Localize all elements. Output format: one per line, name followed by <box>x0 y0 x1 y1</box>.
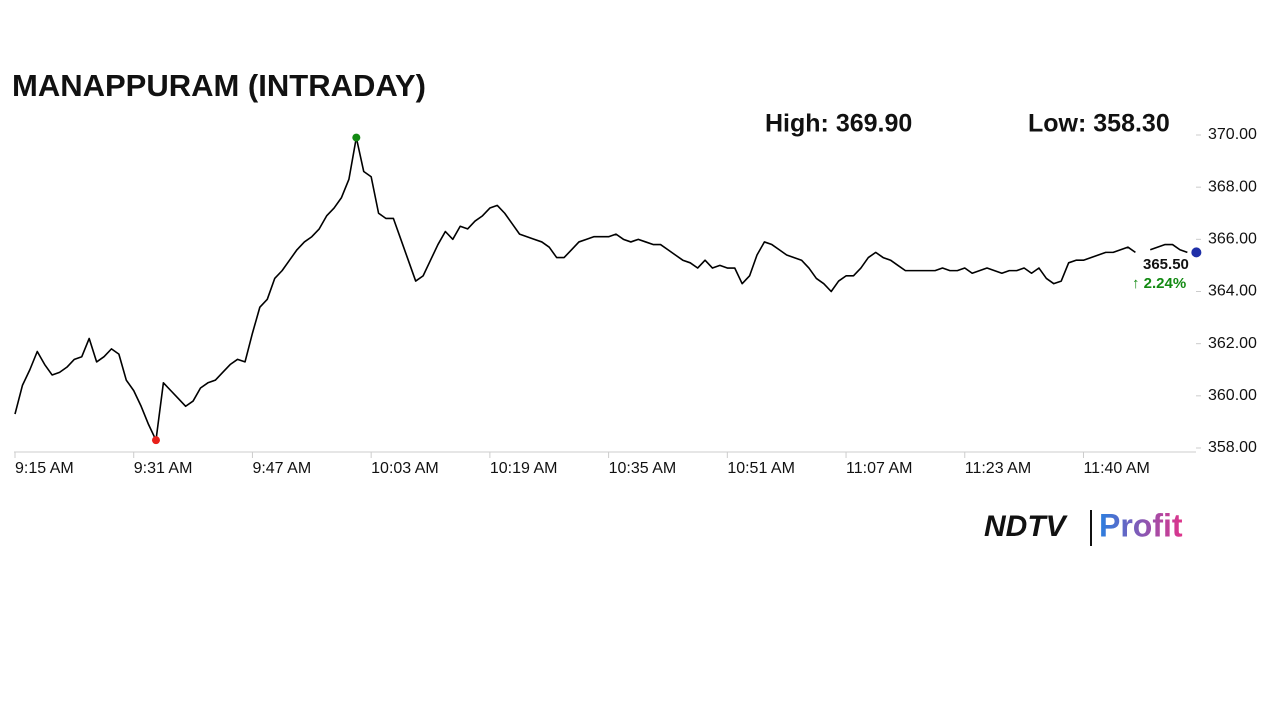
x-tick-label: 9:15 AM <box>15 460 74 477</box>
chart-title: MANAPPURAM (INTRADAY) <box>12 68 426 103</box>
x-tick-label: 11:40 AM <box>1083 460 1149 477</box>
x-tick-label: 10:03 AM <box>371 460 439 477</box>
high-marker <box>352 133 361 142</box>
last-label: 365.50 <box>1143 256 1189 273</box>
x-tick-label: 11:23 AM <box>965 460 1031 477</box>
y-tick-label: 360.00 <box>1208 387 1257 404</box>
y-tick-label: 368.00 <box>1208 178 1257 195</box>
x-tick-label: 11:07 AM <box>846 460 912 477</box>
y-tick-label: 362.00 <box>1208 335 1257 352</box>
x-tick-label: 9:47 AM <box>252 460 311 477</box>
y-tick-label: 366.00 <box>1208 231 1257 248</box>
x-tick-label: 10:51 AM <box>727 460 795 477</box>
x-tick-label: 10:35 AM <box>609 460 677 477</box>
low-label: Low: 358.30 <box>1028 110 1170 138</box>
low-marker <box>151 436 160 445</box>
high-label: High: 369.90 <box>765 110 912 138</box>
y-tick-label: 364.00 <box>1208 283 1257 300</box>
last-marker <box>1191 247 1202 258</box>
y-tick-label: 358.00 <box>1208 439 1257 456</box>
y-tick-label: 370.00 <box>1208 126 1257 143</box>
change-label: ↑ 2.24% <box>1132 275 1186 292</box>
x-tick-label: 10:19 AM <box>490 460 558 477</box>
x-tick-label: 9:31 AM <box>134 460 193 477</box>
brand-logo: NDTV <box>984 510 1069 543</box>
price-line <box>14 136 1188 441</box>
product-logo: Profit <box>1099 507 1183 543</box>
